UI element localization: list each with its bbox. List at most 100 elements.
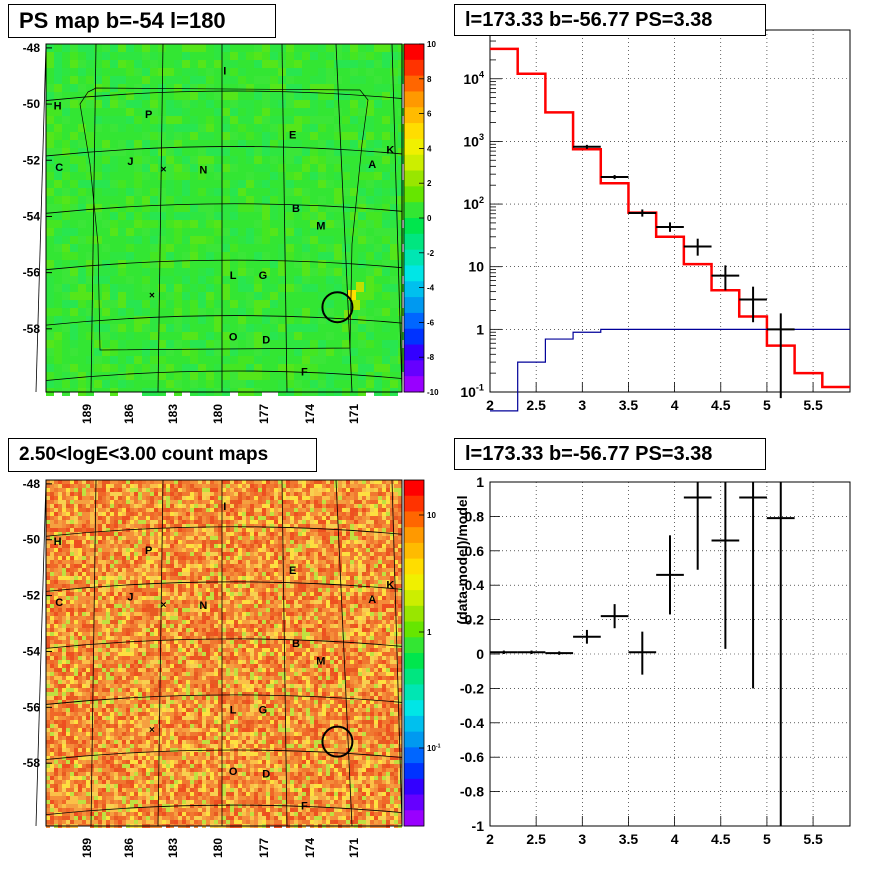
map-pixel [102,596,106,600]
map-pixel [134,580,138,584]
map-pixel [170,616,174,620]
map-pixel [190,668,194,672]
map-pixel [58,560,62,564]
map-pixel [390,52,398,60]
map-pixel [358,300,366,308]
map-pixel [278,484,282,488]
map-pixel [118,664,122,668]
map-pixel [374,588,378,592]
map-pixel [146,548,150,552]
map-pixel [306,632,310,636]
map-pixel [270,600,274,604]
map-pixel [54,624,58,628]
map-pixel [162,552,166,556]
map-pixel [106,508,110,512]
map-pixel [62,228,70,236]
map-pixel [110,632,114,636]
map-pixel [58,528,62,532]
map-pixel [358,592,362,596]
map-pixel [222,92,230,100]
map-pixel [150,572,154,576]
map-pixel [326,148,334,156]
map-pixel [386,600,390,604]
map-pixel [218,516,222,520]
map-pixel [230,644,234,648]
map-pixel [70,612,74,616]
map-pixel [222,672,226,676]
map-pixel [274,552,278,556]
map-pixel [326,592,330,596]
map-pixel [246,196,254,204]
map-pixel [210,496,214,500]
map-pixel [74,632,78,636]
map-pixel [250,604,254,608]
map-pixel [286,228,294,236]
map-pixel [214,544,218,548]
map-pixel [310,484,314,488]
map-pixel [306,596,310,600]
map-pixel [350,532,354,536]
map-pixel [94,664,98,668]
map-pixel [238,628,242,632]
map-pixel [334,616,338,620]
map-x-tick: 189 [80,404,94,424]
map-pixel [378,668,382,672]
map-pixel [122,560,126,564]
map-pixel [398,572,402,576]
map-pixel [146,668,150,672]
map-pixel [326,508,330,512]
map-pixel [370,552,374,556]
map-pixel [118,512,122,516]
map-pixel [50,552,54,556]
map-pixel [226,556,230,560]
map-pixel [130,548,134,552]
map-pixel [294,228,302,236]
map-pixel [366,568,370,572]
map-pixel [126,664,130,668]
map-pixel [86,620,90,624]
map-pixel [254,540,258,544]
map-pixel [206,124,214,132]
map-pixel [54,212,62,220]
map-pixel [262,372,270,380]
map-pixel [322,632,326,636]
map-pixel [158,260,166,268]
map-pixel [266,592,270,596]
map-pixel [122,604,126,608]
map-pixel [294,172,302,180]
map-pixel [390,300,398,308]
map-pixel [254,572,258,576]
map-pixel [198,172,206,180]
map-pixel [190,252,198,260]
map-pixel [174,504,178,508]
map-pixel [78,204,86,212]
map-pixel [90,584,94,588]
map-pixel [190,560,194,564]
map-pixel [70,300,78,308]
map-pixel [206,636,210,640]
map-pixel [130,484,134,488]
map-pixel [142,260,150,268]
map-pixel [294,100,302,108]
map-pixel [126,116,134,124]
map-pixel [238,652,242,656]
map-pixel [122,536,126,540]
map-pixel [78,268,86,276]
map-pixel [186,640,190,644]
colorbar-segment [404,202,424,219]
map-pixel [370,544,374,548]
map-pixel [318,480,322,484]
map-pixel [286,568,290,572]
map-pixel [282,540,286,544]
map-pixel [170,540,174,544]
map-pixel [290,496,294,500]
map-pixel [162,668,166,672]
map-pixel [390,656,394,660]
map-pixel [46,220,54,228]
map-pixel [70,544,74,548]
map-pixel [182,292,190,300]
map-pixel [382,648,386,652]
map-pixel [122,508,126,512]
map-pixel [318,172,326,180]
map-pixel [210,572,214,576]
